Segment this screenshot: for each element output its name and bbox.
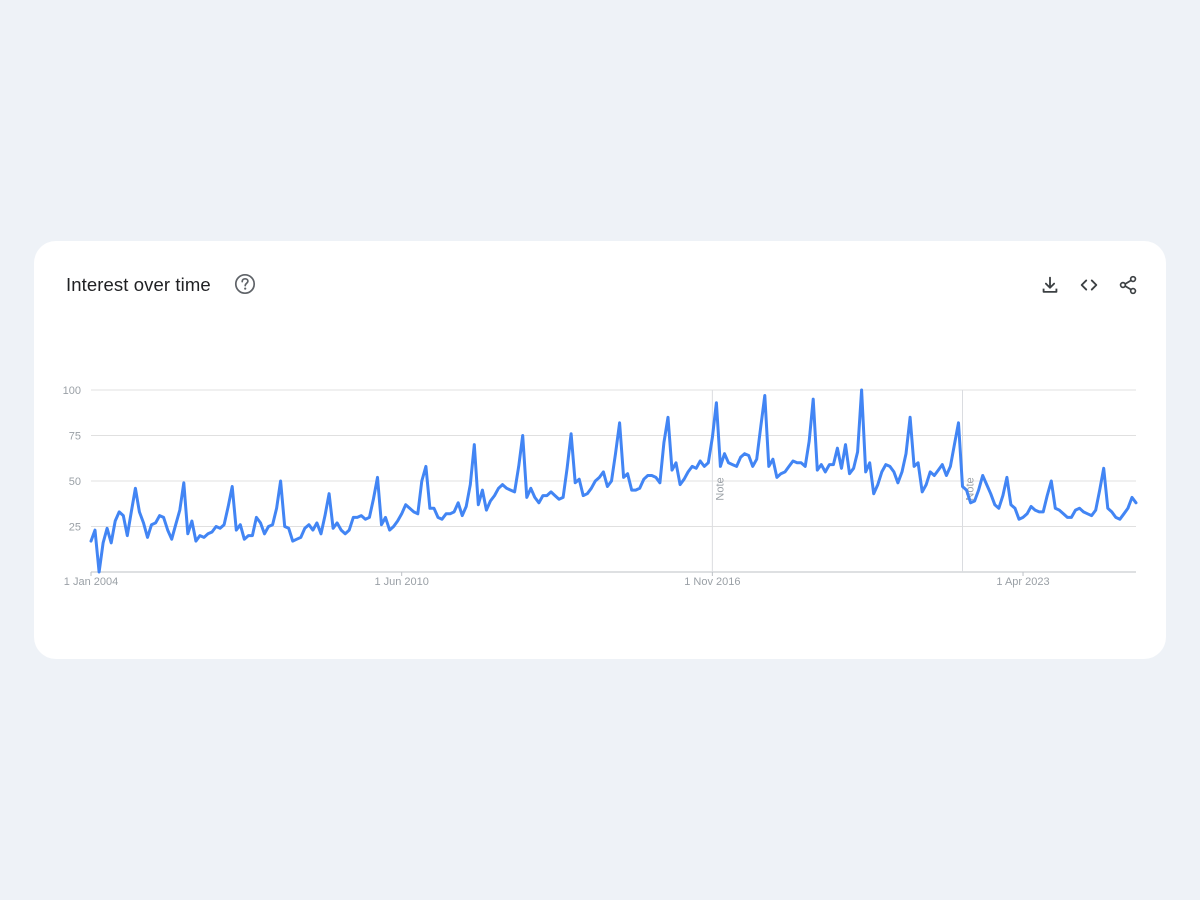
embed-button[interactable] (1075, 271, 1103, 299)
x-tick-label: 1 Jan 2004 (64, 576, 118, 588)
y-tick-label: 25 (69, 522, 81, 534)
annotation-note: Note (715, 477, 727, 500)
help-circle-icon[interactable] (232, 271, 258, 297)
card-header: Interest over time (66, 269, 1142, 301)
share-button[interactable] (1114, 271, 1142, 299)
y-tick-label: 50 (69, 476, 81, 488)
series-layer (89, 388, 1138, 574)
grid-lines (91, 389, 1136, 573)
download-button[interactable] (1036, 271, 1064, 299)
series-line (89, 388, 1138, 574)
y-tick-label: 75 (69, 431, 81, 443)
x-tick-label: 1 Apr 2023 (996, 576, 1049, 588)
y-tick-label: 100 (63, 385, 81, 397)
x-tick-label: 1 Jun 2010 (374, 576, 428, 588)
y-axis-ticks: 100 75 50 25 (63, 385, 81, 534)
chart-toolbar (1036, 271, 1142, 299)
code-icon (1080, 279, 1098, 291)
download-icon (1042, 276, 1058, 293)
x-axis-ticks: 1 Jan 2004 1 Jun 2010 1 Nov 2016 1 Apr 2023 (64, 572, 1050, 588)
x-tick-label: 1 Nov 2016 (684, 576, 740, 588)
share-icon (1119, 275, 1137, 295)
card-title: Interest over time (66, 274, 211, 295)
interest-over-time-card: Note Note 100 75 50 25 1 Jan 2004 1 Jun 2010 1… (34, 241, 1166, 659)
